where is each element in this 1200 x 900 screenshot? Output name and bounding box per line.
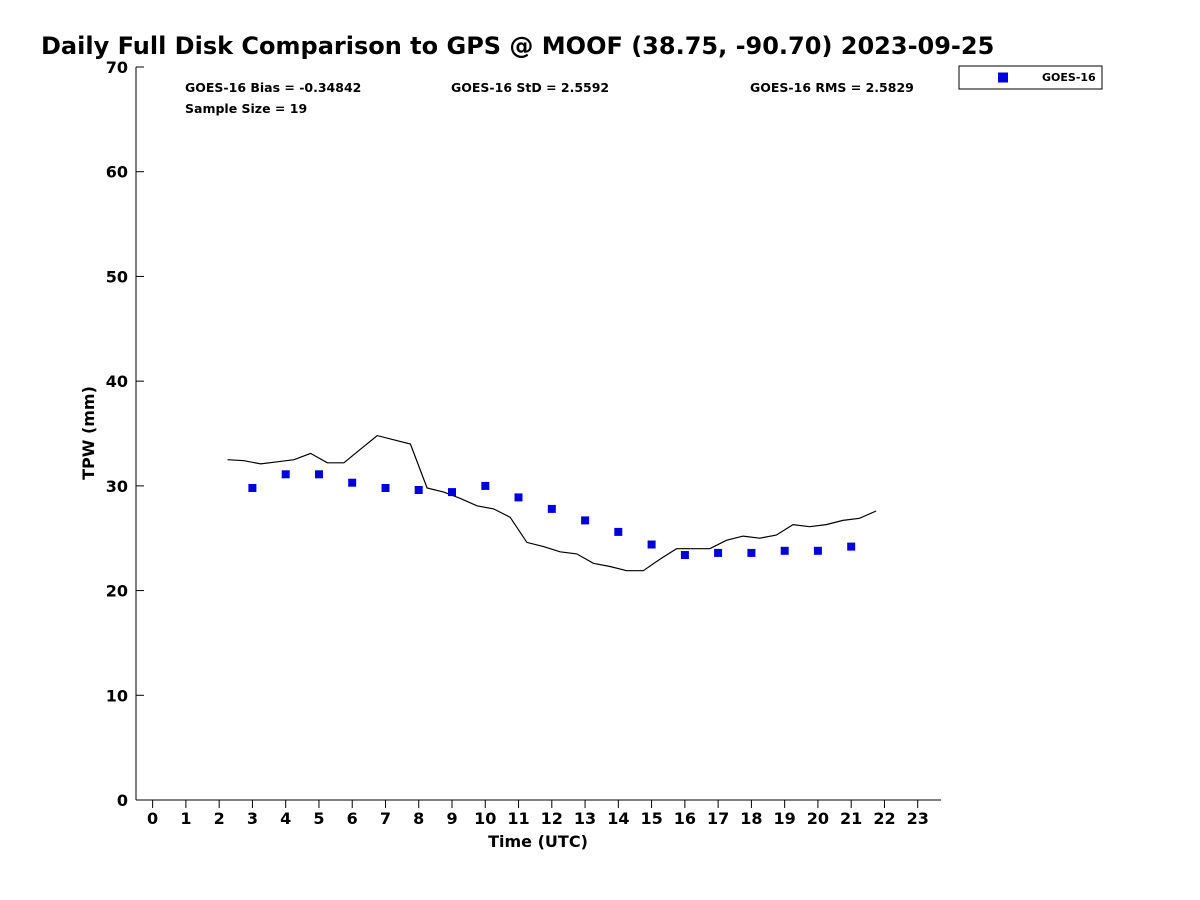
goes16-data-point	[847, 542, 856, 551]
goes16-data-point	[348, 478, 357, 487]
x-tick-label: 6	[347, 809, 358, 828]
x-tick-label: 12	[541, 809, 563, 828]
x-tick-label: 14	[607, 809, 629, 828]
goes16-data-point	[315, 470, 323, 479]
goes16-data-point	[514, 493, 523, 502]
y-axis-title: TPW (mm)	[79, 386, 98, 480]
x-tick-label: 21	[840, 809, 862, 828]
legend-box	[958, 65, 1103, 90]
x-tick-label: 17	[707, 809, 729, 828]
goes16-data-point	[281, 470, 290, 479]
goes16-data-point	[813, 546, 822, 555]
x-tick-label: 1	[180, 809, 191, 828]
x-tick-label: 13	[574, 809, 596, 828]
x-tick-label: 8	[413, 809, 424, 828]
sample-size-annotation: Sample Size = 19	[185, 101, 307, 116]
goes16-data-point	[448, 488, 456, 497]
x-tick-label: 5	[313, 809, 324, 828]
x-tick-label: 0	[147, 809, 158, 828]
x-tick-label: 22	[873, 809, 895, 828]
plot-area	[227, 434, 877, 572]
goes16-data-point	[680, 551, 689, 559]
goes16-data-point	[381, 484, 390, 492]
goes16-data-point	[547, 504, 556, 513]
goes16-data-point	[248, 484, 257, 492]
x-tick-label: 7	[380, 809, 391, 828]
y-tick-label: 40	[106, 372, 128, 391]
goes16-data-point	[581, 516, 590, 525]
gps-tpw-line	[227, 434, 877, 572]
x-tick-label: 19	[774, 809, 796, 828]
x-tick-label: 3	[247, 809, 258, 828]
goes16-data-point	[747, 548, 756, 557]
y-tick-label: 50	[106, 267, 128, 286]
y-tick-label: 20	[106, 582, 128, 601]
std-annotation: GOES-16 StD = 2.5592	[451, 80, 609, 95]
y-tick-label: 70	[106, 58, 128, 77]
y-tick-label: 0	[117, 791, 128, 810]
bias-annotation: GOES-16 Bias = -0.34842	[185, 80, 361, 95]
y-tick-label: 60	[106, 163, 128, 182]
x-tick-label: 9	[446, 809, 457, 828]
axes: 0 1 2 3 4 5 6 7 8 9 10 11 12 13 14 15 16 17 18 19 20 21 22 23 0…	[106, 58, 941, 828]
goes16-data-point	[714, 548, 723, 557]
goes16-data-point	[614, 527, 623, 536]
rms-annotation: GOES-16 RMS = 2.5829	[750, 80, 914, 95]
x-tick-label: 11	[507, 809, 529, 828]
legend: GOES-16	[958, 65, 1103, 90]
goes16-data-point	[647, 540, 656, 549]
x-axis-title: Time (UTC)	[488, 832, 588, 851]
y-tick-label: 30	[106, 477, 128, 496]
y-tick-label: 10	[106, 686, 128, 705]
x-tick-label: 23	[907, 809, 929, 828]
legend-label-goes16: GOES-16	[1042, 71, 1096, 84]
x-tick-label: 4	[280, 809, 291, 828]
x-tick-label: 15	[640, 809, 662, 828]
legend-marker-goes16	[998, 72, 1008, 83]
y-ticks: 0 10 20 30 40 50 60 70	[106, 58, 144, 810]
x-tick-label: 18	[740, 809, 762, 828]
goes16-data-point	[414, 486, 423, 494]
x-ticks: 0 1 2 3 4 5 6 7 8 9 10 11 12 13 14 15 16 17 18 19 20 21 22 23	[147, 800, 929, 828]
x-tick-label: 10	[474, 809, 496, 828]
goes16-data-point	[780, 546, 789, 555]
x-tick-label: 16	[674, 809, 696, 828]
goes16-data-point	[481, 481, 490, 490]
x-tick-label: 20	[807, 809, 829, 828]
x-tick-label: 2	[214, 809, 225, 828]
chart-title: Daily Full Disk Comparison to GPS @ MOOF…	[41, 32, 994, 60]
